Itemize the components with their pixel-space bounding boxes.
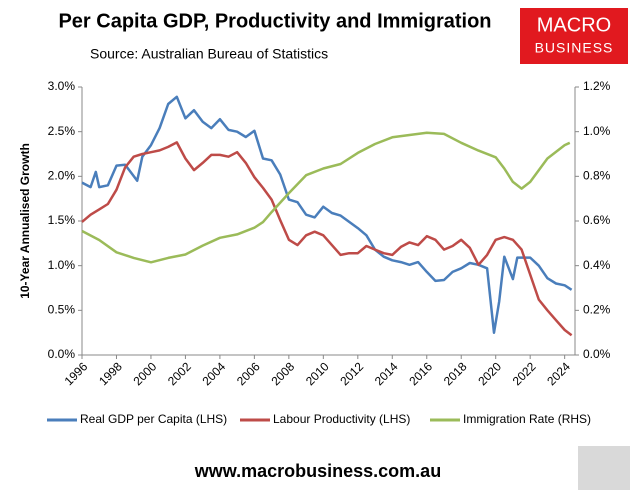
x-tick-label: 1996: [62, 359, 91, 388]
x-tick-label: 2016: [406, 359, 435, 388]
logo-text: BUSINESS: [535, 40, 614, 56]
legend-label: Real GDP per Capita (LHS): [80, 412, 227, 426]
y-tick-label: 0.0%: [48, 347, 76, 361]
y2-tick-label: 1.0%: [583, 124, 611, 138]
wolf-logo: [578, 446, 630, 490]
footer: www.macrobusiness.com.au: [194, 461, 441, 481]
x-tick-label: 2018: [441, 359, 470, 388]
x-tick-label: 2014: [372, 359, 401, 388]
y2-tick-label: 0.2%: [583, 303, 611, 317]
x-tick-label: 2002: [165, 359, 194, 388]
x-tick-label: 2004: [199, 359, 228, 388]
y-axis-title: 10-Year Annualised Growth: [18, 143, 32, 299]
y2-tick-label: 0.0%: [583, 347, 611, 361]
series-line: [81, 141, 573, 337]
legend-label: Labour Productivity (LHS): [273, 412, 410, 426]
y-tick-label: 2.0%: [48, 169, 76, 183]
chart-title: Per Capita GDP, Productivity and Immigra…: [58, 10, 491, 32]
y2-tick-label: 0.6%: [583, 213, 611, 227]
x-tick-label: 2012: [337, 359, 366, 388]
x-tick-label: 2022: [510, 359, 539, 388]
x-tick-label: 2010: [303, 359, 332, 388]
y-tick-label: 0.5%: [48, 303, 76, 317]
y2-tick-label: 0.4%: [583, 258, 611, 272]
x-tick-label: 2008: [268, 359, 297, 388]
logo-text: MACRO: [537, 14, 611, 36]
chart-subtitle: Source: Australian Bureau of Statistics: [90, 46, 328, 62]
series-line: [81, 95, 573, 334]
y-tick-label: 1.0%: [48, 258, 76, 272]
x-tick-label: 2020: [475, 359, 504, 388]
y2-tick-label: 0.8%: [583, 169, 611, 183]
logo-box: [520, 8, 628, 64]
legend-label: Immigration Rate (RHS): [463, 412, 591, 426]
y-tick-label: 1.5%: [48, 213, 76, 227]
x-tick-label: 1998: [96, 359, 125, 388]
y-tick-label: 3.0%: [48, 79, 76, 93]
series-line: [81, 131, 571, 264]
x-tick-label: 2024: [544, 359, 573, 388]
y-tick-label: 2.5%: [48, 124, 76, 138]
y2-tick-label: 1.2%: [583, 79, 611, 93]
x-tick-label: 2006: [234, 359, 263, 388]
x-tick-label: 2000: [131, 359, 160, 388]
